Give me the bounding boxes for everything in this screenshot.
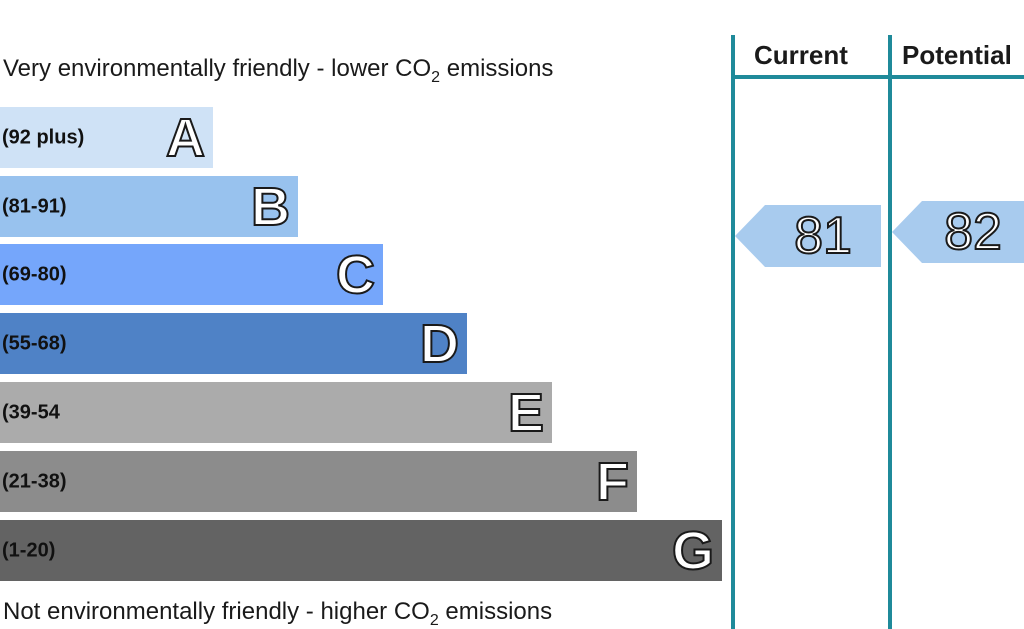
band-e-range: (39-54 <box>2 401 60 423</box>
band-a: (92 plus) A <box>0 107 213 168</box>
potential-score-arrow: 82 <box>892 201 1024 263</box>
potential-score-value: 82 <box>943 203 1003 261</box>
header-underline <box>731 75 1024 79</box>
column-header-potential: Potential <box>902 40 1012 70</box>
column-header-current: Current <box>754 40 848 70</box>
band-b: (81-91) B <box>0 176 298 237</box>
band-f: (21-38) F <box>0 451 637 512</box>
band-d: (55-68) D <box>0 313 467 374</box>
band-e: (39-54 E <box>0 382 552 443</box>
band-d-letter: D <box>419 313 460 374</box>
caption-top: Very environmentally friendly - lower CO… <box>3 55 554 86</box>
band-g-range: (1-20) <box>2 539 56 561</box>
caption-bottom: Not environmentally friendly - higher CO… <box>3 598 553 629</box>
band-a-letter: A <box>165 107 206 168</box>
band-a-range: (92 plus) <box>2 126 85 148</box>
band-c-letter: C <box>335 244 376 305</box>
current-score-value: 81 <box>793 207 853 265</box>
band-b-range: (81-91) <box>2 195 67 217</box>
current-score-arrow: 81 <box>735 205 881 267</box>
band-c-range: (69-80) <box>2 263 67 285</box>
divider-left <box>731 35 735 629</box>
band-d-range: (55-68) <box>2 332 67 354</box>
divider-middle <box>888 35 892 629</box>
band-c: (69-80) C <box>0 244 383 305</box>
band-f-range: (21-38) <box>2 470 67 492</box>
band-f-letter: F <box>595 451 630 512</box>
band-g: (1-20) G <box>0 520 722 581</box>
band-g-letter: G <box>671 520 715 581</box>
band-e-letter: E <box>507 382 545 443</box>
band-b-letter: B <box>250 176 291 237</box>
